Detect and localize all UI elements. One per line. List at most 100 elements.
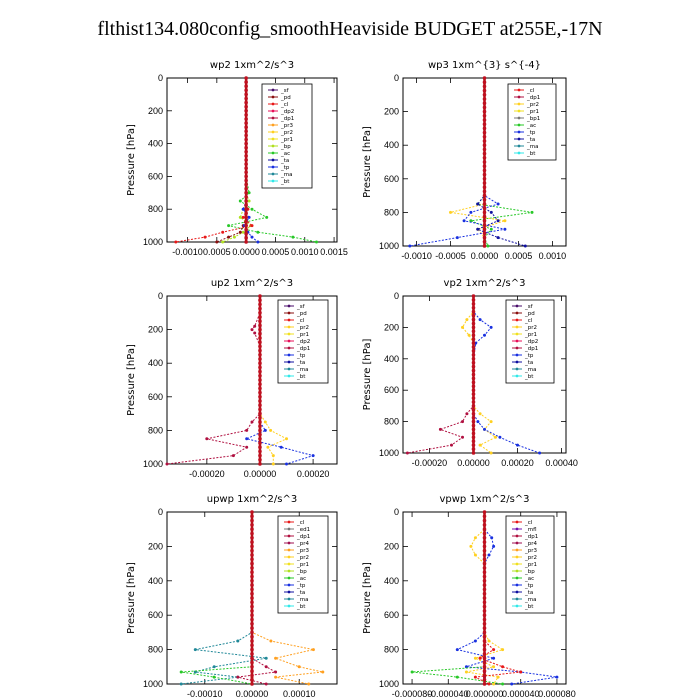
zero-profile-point: [244, 150, 248, 154]
legend-marker: [515, 534, 519, 538]
zero-profile-point: [258, 340, 262, 345]
legend-marker: [287, 304, 291, 308]
series-point: [461, 325, 464, 329]
zero-profile-point: [244, 174, 248, 179]
legend-label: _ta: [524, 360, 533, 366]
zero-profile-point: [482, 240, 487, 244]
legend-label: _pd: [280, 95, 291, 101]
zero-profile-point: [482, 88, 487, 93]
zero-profile-point: [244, 100, 248, 105]
x-tick-label: -0.0010: [401, 251, 432, 261]
legend-marker: [517, 130, 521, 134]
legend-marker: [515, 597, 519, 601]
series-point: [410, 670, 414, 674]
y-tick-label: 200: [148, 325, 163, 335]
zero-profile-point: [244, 199, 248, 203]
zero-profile-point: [471, 451, 476, 455]
x-tick-label: 0.00040: [545, 458, 578, 468]
zero-profile-point: [482, 540, 487, 544]
legend-marker: [271, 123, 275, 127]
zero-profile-point: [471, 302, 476, 306]
legend-label: _dp1: [526, 95, 540, 101]
series-line-tp: [473, 296, 540, 454]
legend-label: _pr2: [524, 555, 537, 561]
series-point: [221, 230, 225, 234]
zero-profile-point: [482, 548, 487, 553]
zero-profile-point: [482, 596, 487, 600]
zero-profile-point: [250, 579, 254, 583]
panel-title: upwp 1xm^2/s^3: [207, 494, 297, 505]
zero-profile-point: [471, 372, 476, 377]
series-point: [221, 240, 225, 244]
zero-profile-point: [482, 579, 487, 583]
y-tick-label: 0: [394, 73, 399, 83]
zero-profile-point: [471, 384, 476, 389]
series-point: [291, 235, 295, 239]
series-point: [205, 437, 209, 441]
zero-profile-point: [482, 561, 487, 566]
series-point: [473, 639, 477, 643]
zero-profile-point: [250, 634, 254, 639]
zero-profile-point: [244, 166, 248, 170]
zero-profile-point: [258, 315, 262, 319]
zero-profile-point: [482, 202, 487, 206]
series-point: [510, 682, 514, 686]
x-tick-label: -0.00020: [412, 458, 448, 468]
zero-profile-point: [482, 566, 487, 570]
legend-marker: [287, 374, 291, 378]
y-tick-label: 600: [148, 171, 163, 181]
legend-marker: [271, 158, 275, 162]
zero-profile-point: [250, 665, 254, 669]
plot-frame: [402, 295, 567, 454]
zero-profile-point: [258, 424, 262, 429]
legend-label: _bp1: [526, 116, 540, 122]
zero-profile-point: [471, 349, 476, 353]
legend-label: _pr1: [296, 332, 309, 338]
zero-profile-point: [482, 673, 487, 678]
legend-label: _ta: [526, 137, 535, 143]
series-point: [179, 670, 183, 674]
legend-marker: [515, 562, 519, 566]
legend-marker: [515, 604, 519, 608]
zero-profile-point: [244, 170, 248, 175]
zero-profile-point: [482, 652, 487, 656]
zero-profile-point: [471, 376, 476, 381]
series-point: [250, 224, 254, 228]
zero-profile-point: [482, 557, 487, 562]
series-point: [478, 318, 482, 322]
series-point: [516, 443, 519, 447]
zero-profile-point: [258, 306, 262, 311]
zero-profile-point: [471, 400, 476, 404]
legend-label: _cl: [296, 318, 305, 324]
legend-label: _pr4: [524, 541, 538, 547]
y-tick-label: 800: [384, 417, 399, 427]
zero-profile-point: [471, 419, 476, 424]
legend-label: _pr2: [526, 102, 539, 108]
series-point: [250, 328, 254, 332]
series-point: [555, 675, 559, 679]
series-point: [297, 665, 301, 669]
zero-profile-point: [244, 141, 248, 146]
zero-profile-point: [258, 395, 262, 399]
legend-label: _dp2: [280, 109, 294, 115]
legend-marker: [515, 332, 519, 336]
zero-profile-point: [258, 386, 262, 391]
zero-profile-point: [471, 447, 476, 451]
legend-label: _cl: [296, 520, 305, 526]
series-point: [455, 648, 459, 652]
series-point: [455, 236, 459, 240]
series-point: [523, 244, 527, 248]
zero-profile-point: [471, 396, 476, 400]
legend-marker: [515, 360, 519, 364]
legend-label: _ma: [526, 144, 538, 150]
series-point: [256, 240, 260, 244]
legend-marker: [515, 353, 519, 357]
zero-profile-point: [482, 109, 487, 114]
x-tick-label: -0.0005: [435, 251, 466, 261]
x-tick-label: -0.0010: [172, 247, 203, 257]
legend-label: _ta: [296, 590, 305, 596]
zero-profile-point: [482, 80, 487, 84]
series-line-pr2: [461, 296, 497, 454]
legend-label: _bt: [280, 179, 290, 185]
zero-profile-point: [258, 453, 262, 458]
